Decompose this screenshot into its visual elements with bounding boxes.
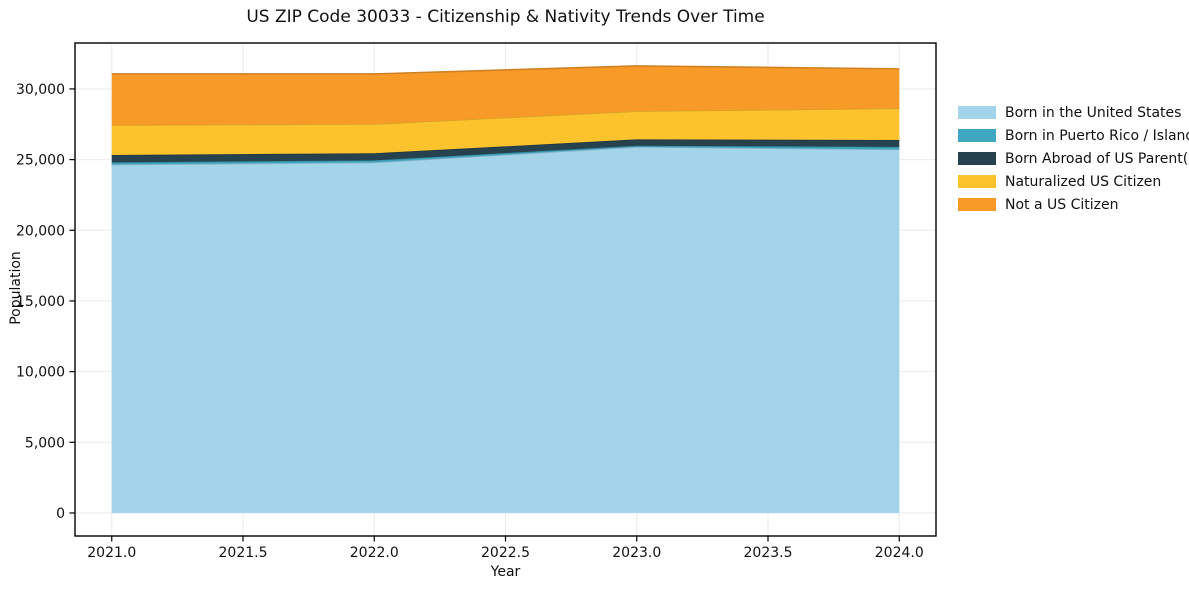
x-tick-label: 2022.0 bbox=[350, 545, 399, 561]
legend-swatch bbox=[958, 106, 996, 119]
x-tick-label: 2021.0 bbox=[87, 545, 136, 561]
legend-label: Born Abroad of US Parent(s) bbox=[1005, 150, 1189, 167]
legend-item-0: Born in the United States bbox=[958, 101, 1189, 124]
legend-swatch bbox=[958, 198, 996, 211]
y-tick-label: 15,000 bbox=[16, 294, 65, 310]
area-series-2 bbox=[111, 139, 900, 163]
y-tick-label: 20,000 bbox=[16, 223, 65, 239]
legend-label: Naturalized US Citizen bbox=[1005, 173, 1162, 190]
legend-swatch bbox=[958, 129, 996, 142]
area-series-3 bbox=[111, 108, 900, 155]
x-tick-label: 2023.5 bbox=[744, 545, 793, 561]
x-tick-label: 2023.0 bbox=[612, 545, 661, 561]
y-tick-label: 10,000 bbox=[16, 365, 65, 381]
y-tick-label: 25,000 bbox=[16, 153, 65, 169]
legend-item-1: Born in Puerto Rico / Islands bbox=[958, 124, 1189, 147]
x-tick-label: 2024.0 bbox=[875, 545, 924, 561]
area-series-0 bbox=[111, 146, 900, 513]
legend-label: Not a US Citizen bbox=[1005, 196, 1119, 213]
chart-title: US ZIP Code 30033 - Citizenship & Nativi… bbox=[246, 7, 765, 27]
y-tick-label: 30,000 bbox=[16, 82, 65, 98]
legend-item-3: Naturalized US Citizen bbox=[958, 170, 1189, 193]
legend: Born in the United States Born in Puerto … bbox=[958, 101, 1189, 216]
x-tick-label: 2021.5 bbox=[219, 545, 268, 561]
legend-item-4: Not a US Citizen bbox=[958, 193, 1189, 216]
legend-swatch bbox=[958, 175, 996, 188]
area-edge-4 bbox=[111, 65, 900, 75]
x-axis-label: Year bbox=[490, 564, 521, 580]
area-series-4 bbox=[111, 65, 900, 125]
y-axis-label: Population bbox=[8, 251, 24, 325]
y-tick-label: 0 bbox=[56, 506, 65, 522]
legend-label: Born in Puerto Rico / Islands bbox=[1005, 127, 1189, 144]
legend-swatch bbox=[958, 152, 996, 165]
y-tick-label: 5,000 bbox=[25, 435, 65, 451]
area-series-1 bbox=[111, 145, 900, 165]
legend-item-2: Born Abroad of US Parent(s) bbox=[958, 147, 1189, 170]
legend-label: Born in the United States bbox=[1005, 104, 1182, 121]
x-tick-label: 2022.5 bbox=[481, 545, 530, 561]
